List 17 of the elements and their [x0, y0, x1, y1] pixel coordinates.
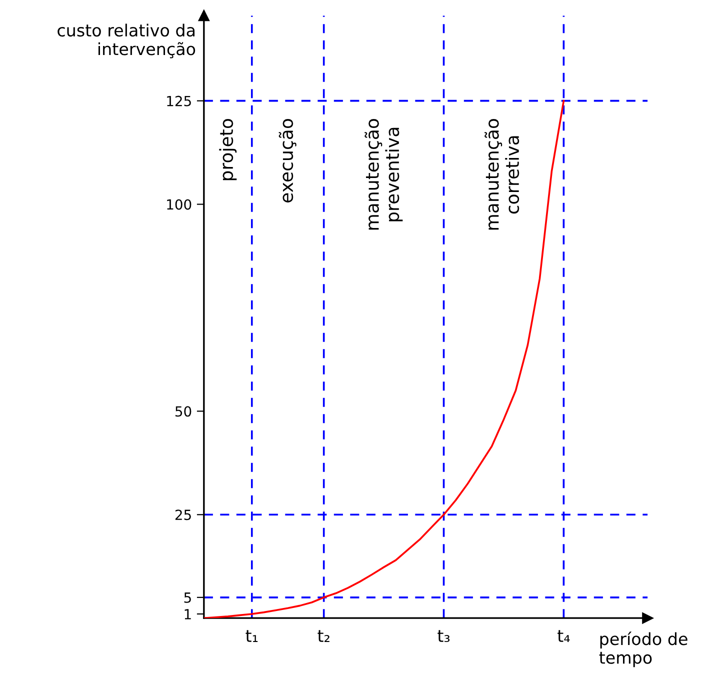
y-tick-label: 25 [175, 510, 191, 520]
annotation: projeto [219, 118, 237, 180]
x-tick-label: t₃ [438, 630, 450, 642]
x-axis-title: período de tempo [599, 632, 688, 668]
annotation: manutenção preventiva [364, 118, 403, 230]
x-tick-label: t₂ [318, 630, 330, 642]
annotation: manutenção corretiva [484, 118, 520, 230]
y-tick-label: 5 [184, 592, 191, 603]
y-tick-label: 125 [167, 96, 191, 106]
y-tick-label: 100 [167, 199, 192, 210]
y-tick-label: 1 [184, 609, 191, 620]
line-series [204, 100, 565, 618]
annotation: execução [278, 118, 296, 202]
y-axis-title: custo relativo da intervenção [58, 24, 196, 58]
y-tick-label: 50 [176, 406, 192, 417]
x-tick-label: t₄ [558, 630, 570, 642]
x-tick-label: t₁ [246, 630, 258, 642]
